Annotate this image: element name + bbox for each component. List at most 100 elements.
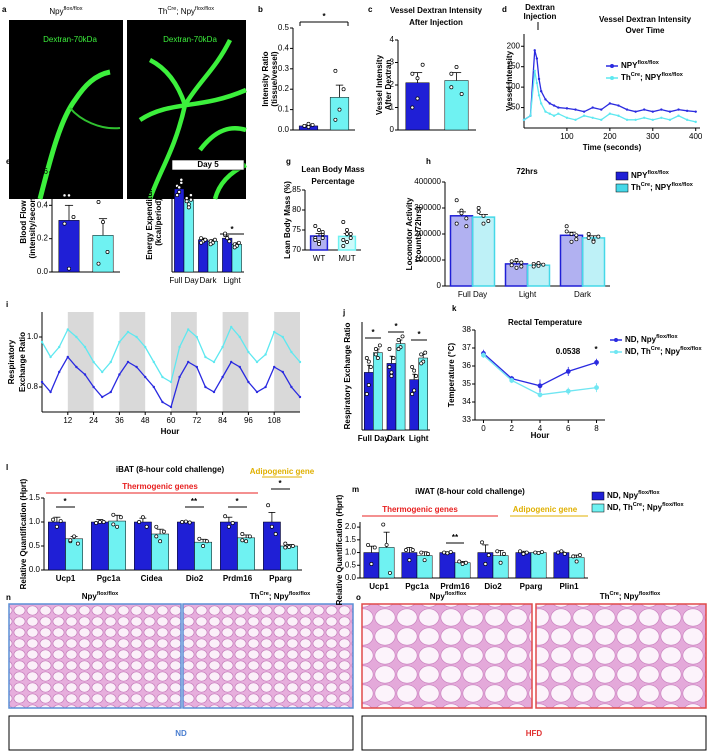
x-tick-label: Ucp1 [56,574,76,583]
text-part: Vessel Dextran Intensity [599,15,692,24]
y-axis-label: Intensity Ratio [261,51,270,106]
panel-letter: e [6,157,11,166]
text-part: Lean Body Mass (%) [283,181,292,259]
data-point [608,112,612,115]
data-point [135,365,138,369]
data-point [101,220,105,224]
dark-period [171,312,197,412]
data-point [544,110,547,113]
text-part: ; Npy [176,7,195,16]
data-point [187,360,190,364]
dark-period [119,312,146,412]
text-part: 0.8 [27,382,39,391]
panel-letter: b [258,5,263,14]
data-point [562,551,567,556]
data-point [642,108,646,111]
data-point [685,118,689,122]
data-point [459,211,464,216]
data-point [559,549,564,554]
text-part: * [394,322,398,331]
y-axis-label: Respiratory Exchange Ratio [343,323,352,430]
text-part: 1 [390,103,395,112]
label-box [127,2,246,20]
x-tick-label: 84 [218,416,227,425]
data-point [448,550,453,554]
data-point [364,356,369,360]
data-point [341,220,346,224]
text-part: ND, Th [607,503,633,512]
data-point [419,550,424,555]
x-tick-label: Dio2 [484,582,502,591]
panel-letter: o [356,593,361,602]
text-part: 0.0 [37,267,49,276]
data-point [96,200,101,204]
data-point [187,520,192,525]
data-point [668,110,672,113]
data-point [574,237,579,242]
x-tick-label: 100 [560,132,574,141]
data-point [454,221,459,226]
data-point [457,559,462,564]
data-point [177,185,182,190]
x-tick-label: 300 [646,132,660,141]
data-point [67,193,71,198]
superscript: flox/flox [97,591,119,597]
text-part: 0.0 [29,565,41,574]
text-part: * [594,345,598,354]
data-point [178,375,181,379]
text-part: (kcal/period) [154,198,163,246]
chart-title: After Injection [409,18,463,27]
data-point [333,117,338,122]
text-part: (tissue/vessel) [270,51,279,106]
data-point [377,343,382,348]
data-point [481,213,486,218]
data-point [298,360,302,364]
bar [220,521,238,571]
data-point [533,69,536,72]
text-part: Pparg [520,582,543,591]
data-point [236,240,241,245]
text-part: 12 [63,416,72,425]
superscript: Cre [260,591,269,597]
legend-swatch [614,350,618,354]
data-point [400,334,405,339]
x-tick-label: Dark [200,276,218,285]
data-point [67,266,71,271]
data-point [62,221,67,226]
y-tick-label: 0.6 [37,167,49,176]
text-part: m [352,485,359,494]
text-part: Dark [387,434,405,443]
data-point [184,199,189,204]
data-point [373,352,378,357]
text-part: Injection [524,12,557,21]
panel-letter: k [452,304,457,313]
x-tick-label: Light [409,434,429,443]
text-part: 4 [538,424,543,433]
bar [174,188,185,273]
text-part: b [258,5,263,14]
data-point [290,544,295,548]
data-point [387,347,392,351]
data-point [539,90,543,93]
data-point [94,521,99,525]
data-point [476,209,481,214]
text-part: * [371,328,375,337]
annotation: 0.0538 [556,347,581,356]
data-point [92,385,95,389]
bar [263,521,281,571]
data-point [178,345,181,349]
chart-title: Vessel Dextran Intensity [390,6,483,15]
data-point [594,360,599,365]
data-point [617,104,620,107]
y-tick-label: 0.0 [278,125,290,134]
x-tick-label: Dark [387,434,405,443]
data-point [544,98,547,101]
text-part: Adipogenic gene [513,505,578,514]
data-point [283,545,288,550]
text-part: Respiratory [7,339,16,384]
y-axis-label: Energy Expenditure [145,184,154,260]
data-point [537,94,541,97]
data-point [565,388,571,394]
y-tick-label: 75 [292,225,301,234]
text-part: o [356,593,361,602]
